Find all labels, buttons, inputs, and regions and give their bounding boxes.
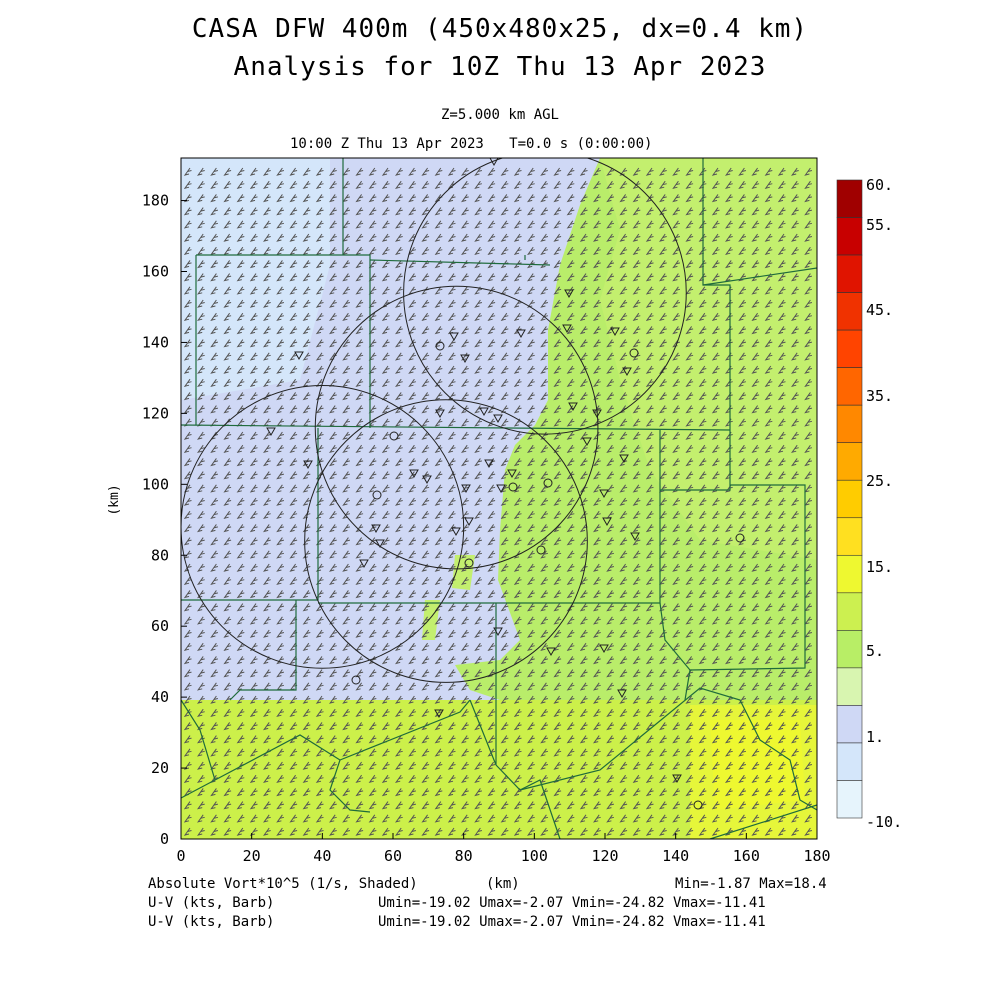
x-axis: 0 20 40 60 80 100 120 140 160 180 bbox=[176, 833, 831, 865]
colorbar-swatch bbox=[836, 742, 863, 781]
y-tick-label: 100 bbox=[142, 475, 169, 493]
colorbar: 60. 55. 45. 35. 25. 15. 5. 1. -10. bbox=[836, 176, 902, 831]
y-tick-label: 40 bbox=[151, 688, 169, 706]
y-tick-label: 60 bbox=[151, 617, 169, 635]
colorbar-swatch bbox=[836, 329, 863, 368]
barb-label-2: U-V (kts, Barb) bbox=[148, 914, 275, 930]
radar-circle bbox=[403, 158, 687, 435]
level-label: Z=5.000 km AGL bbox=[440, 107, 559, 123]
vorticity-region-mid bbox=[600, 158, 817, 560]
colorbar-swatch bbox=[836, 292, 863, 331]
colorbar-swatch bbox=[836, 667, 863, 706]
colorbar-swatch bbox=[836, 630, 863, 669]
y-tick-label: 20 bbox=[151, 759, 169, 777]
barb-label-1: U-V (kts, Barb) bbox=[148, 895, 275, 911]
y-tick-label: 180 bbox=[142, 192, 169, 210]
vorticity-patch bbox=[452, 555, 475, 590]
colorbar-swatch bbox=[836, 442, 863, 481]
title-line-1: CASA DFW 400m (450x480x25, dx=0.4 km) bbox=[191, 14, 809, 44]
x-tick-label: 60 bbox=[384, 847, 402, 865]
y-tick-label: 0 bbox=[160, 830, 169, 848]
y-tick-label: 120 bbox=[142, 404, 169, 422]
x-tick-label: 0 bbox=[176, 847, 185, 865]
y-tick-label: 80 bbox=[151, 546, 169, 564]
y-axis: 0 20 40 60 80 100 120 140 160 180 bbox=[142, 192, 187, 848]
y-axis-label: (km) bbox=[107, 484, 122, 515]
colorbar-swatch bbox=[836, 179, 863, 218]
station-markers bbox=[266, 158, 745, 810]
colorbar-label: 60. bbox=[866, 176, 893, 194]
barb-stats-1: Umin=-19.02 Umax=-2.07 Vmin=-24.82 Vmax=… bbox=[378, 895, 766, 911]
x-tick-label: 100 bbox=[521, 847, 548, 865]
colorbar-swatch bbox=[836, 517, 863, 556]
colorbar-label: -10. bbox=[866, 813, 902, 831]
colorbar-label: 45. bbox=[866, 301, 893, 319]
x-tick-label: 160 bbox=[733, 847, 760, 865]
colorbar-label: 35. bbox=[866, 387, 893, 405]
colorbar-swatch bbox=[836, 404, 863, 444]
plot-frame bbox=[180, 157, 818, 840]
colorbar-swatch bbox=[836, 367, 863, 406]
colorbar-swatch bbox=[836, 217, 863, 256]
barb-stats-2: Umin=-19.02 Umax=-2.07 Vmin=-24.82 Vmax=… bbox=[378, 914, 766, 930]
colorbar-label: 5. bbox=[866, 642, 884, 660]
x-axis-label: (km) bbox=[486, 876, 520, 892]
colorbar-label: 1. bbox=[866, 728, 884, 746]
y-tick-label: 160 bbox=[142, 263, 169, 281]
colorbar-swatch bbox=[836, 254, 863, 293]
x-tick-label: 140 bbox=[662, 847, 689, 865]
radar-circle bbox=[314, 285, 599, 570]
colorbar-swatch bbox=[836, 705, 863, 744]
colorbar-swatch bbox=[836, 479, 863, 519]
title-line-2: Analysis for 10Z Thu 13 Apr 2023 bbox=[233, 52, 767, 82]
barb-glyphs bbox=[183, 167, 813, 836]
x-tick-label: 40 bbox=[313, 847, 331, 865]
y-tick-label: 140 bbox=[142, 333, 169, 351]
vorticity-region-lowest bbox=[181, 158, 330, 400]
colorbar-swatch bbox=[836, 554, 863, 594]
colorbar-swatch bbox=[836, 780, 863, 819]
map-plot bbox=[181, 158, 817, 839]
colorbar-label: 55. bbox=[866, 216, 893, 234]
x-tick-label: 80 bbox=[455, 847, 473, 865]
colorbar-label: 25. bbox=[866, 472, 893, 490]
colorbar-label: 15. bbox=[866, 558, 893, 576]
colorbar-swatch bbox=[836, 592, 863, 631]
radar-circle bbox=[304, 399, 588, 683]
field-label: Absolute Vort*10^5 (1/s, Shaded) bbox=[148, 876, 418, 892]
x-tick-label: 20 bbox=[243, 847, 261, 865]
time-label: 10:00 Z Thu 13 Apr 2023 T=0.0 s (0:00:00… bbox=[290, 136, 653, 152]
x-tick-label: 180 bbox=[803, 847, 830, 865]
min-max-label: Min=-1.87 Max=18.4 bbox=[675, 876, 827, 892]
wind-barbs bbox=[183, 167, 813, 836]
x-tick-label: 120 bbox=[591, 847, 618, 865]
